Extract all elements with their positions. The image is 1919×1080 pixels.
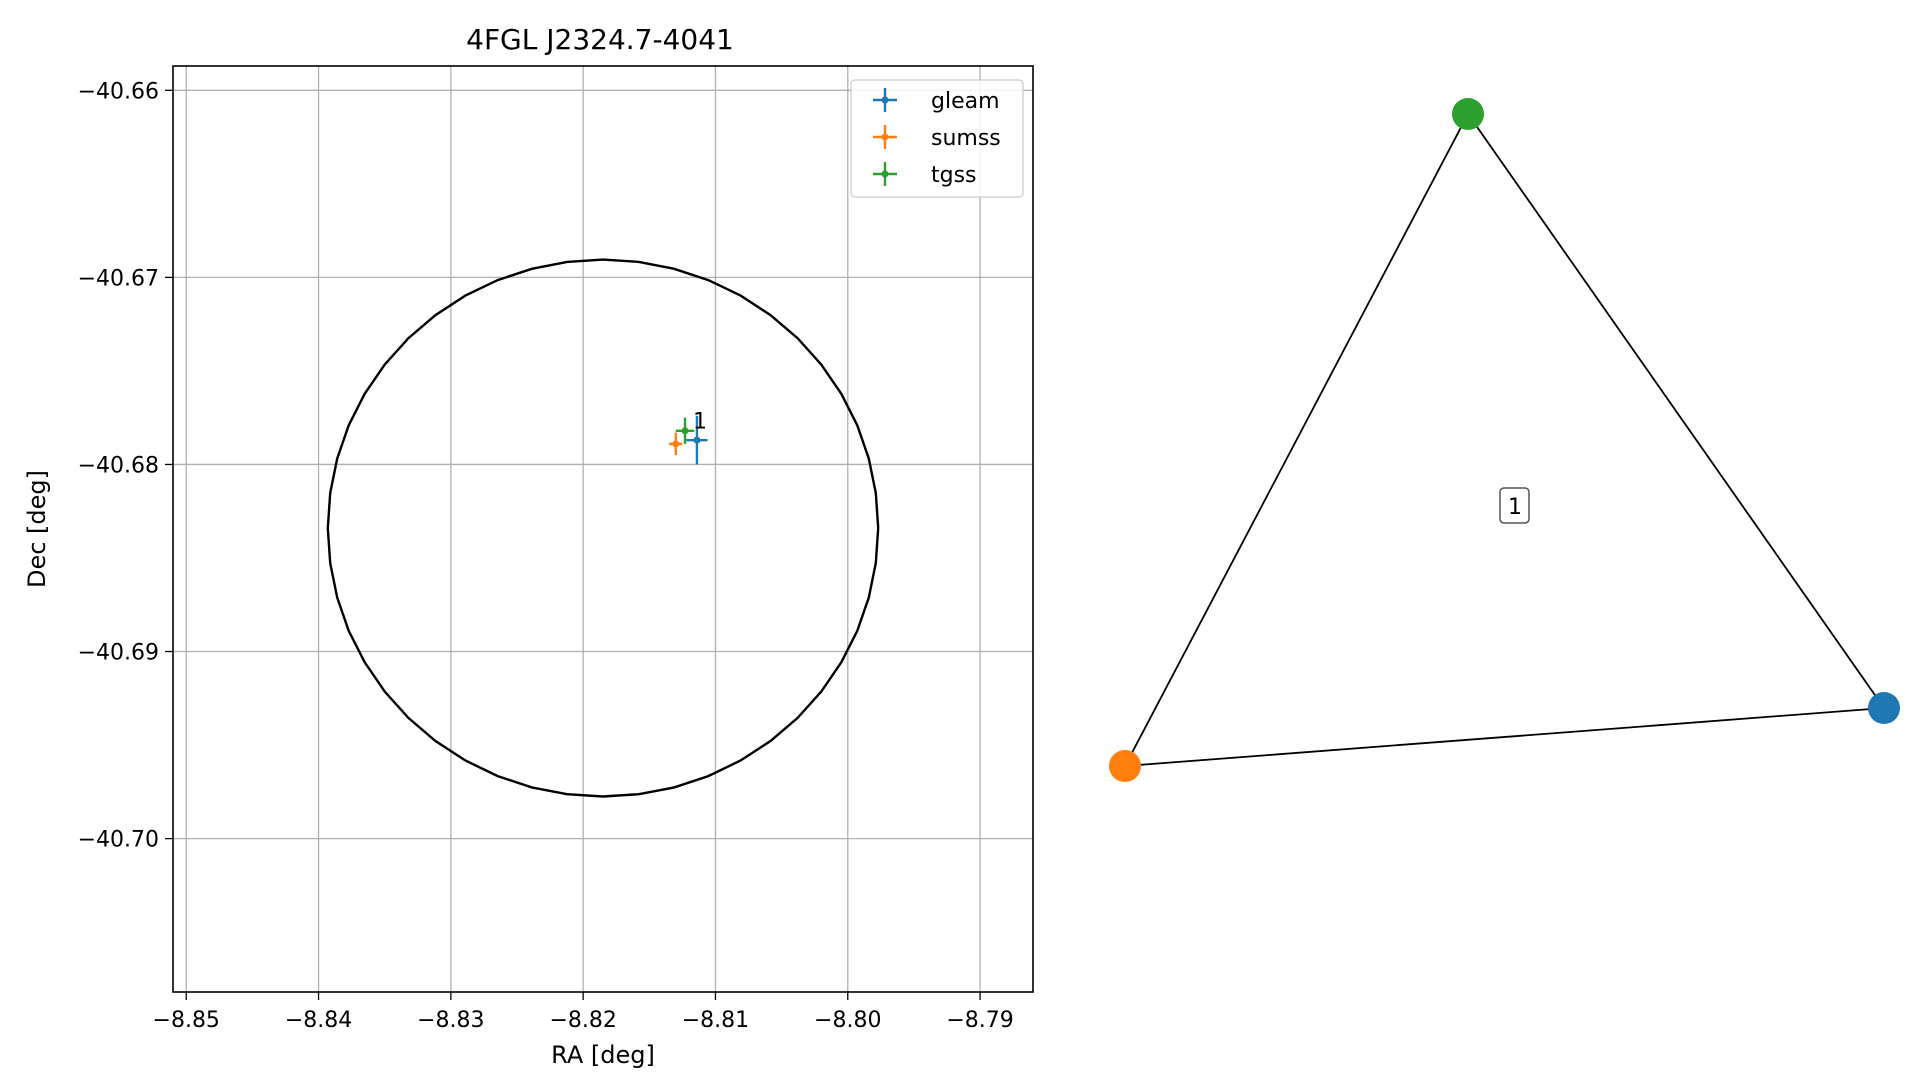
y-axis-label: Dec [deg]	[23, 470, 51, 588]
x-tick-label: −8.83	[417, 1008, 484, 1033]
legend-swatch-dot	[881, 96, 889, 104]
node-gleam	[1868, 692, 1900, 724]
x-tick-label: −8.80	[814, 1008, 881, 1033]
network-nodes	[1109, 98, 1900, 782]
legend-swatch-dot	[881, 133, 889, 141]
grid-lines	[173, 66, 1033, 992]
y-tick-label: −40.68	[78, 453, 159, 478]
source-annotation: 1	[693, 409, 707, 434]
position-ellipse	[326, 258, 880, 798]
chart-title: 4FGL J2324.7-4041	[466, 23, 734, 56]
legend-entry-sumss: sumss	[873, 125, 1001, 151]
point-tgss	[675, 417, 695, 444]
point-gleam	[686, 415, 708, 465]
network-label: 1	[1499, 487, 1530, 524]
data-points	[669, 415, 708, 465]
network-panel: 1	[1109, 98, 1900, 782]
axes-frame	[172, 65, 1034, 993]
network-edges	[1124, 113, 1885, 767]
network-label-text: 1	[1508, 495, 1522, 520]
y-tick-label: −40.67	[78, 266, 159, 291]
network-label-box	[1499, 487, 1530, 524]
legend-label: tgss	[931, 163, 977, 188]
point-sumss	[669, 432, 683, 456]
point-marker	[693, 436, 701, 444]
edge-sumss-tgss	[1124, 113, 1469, 767]
legend-entry-gleam: gleam	[873, 88, 1000, 114]
position-ellipse-layer	[326, 258, 880, 798]
x-tick-label: −8.82	[549, 1008, 616, 1033]
edge-gleam-sumss	[1124, 707, 1885, 767]
x-tick-label: −8.85	[153, 1008, 220, 1033]
legend-entry-tgss: tgss	[873, 162, 977, 188]
node-sumss	[1109, 750, 1141, 782]
x-tick-label: −8.79	[946, 1008, 1013, 1033]
x-axis-ticks: −8.85 −8.84 −8.83 −8.82 −8.81 −8.80 −8.79	[153, 992, 1014, 1033]
x-tick-label: −8.84	[285, 1008, 352, 1033]
y-tick-label: −40.70	[78, 828, 159, 853]
point-marker	[681, 427, 689, 435]
legend-label: sumss	[931, 126, 1001, 151]
legend-frame	[850, 79, 1024, 198]
y-tick-label: −40.69	[78, 641, 159, 666]
x-axis-label: RA [deg]	[551, 1041, 655, 1069]
y-axis-ticks: −40.66 −40.67 −40.68 −40.69 −40.70	[78, 79, 173, 853]
legend-label: gleam	[931, 89, 1000, 114]
node-tgss	[1452, 98, 1484, 130]
y-tick-label: −40.66	[78, 79, 159, 104]
point-marker	[672, 440, 680, 448]
legend-swatch-dot	[881, 170, 889, 178]
edge-tgss-gleam	[1467, 113, 1885, 709]
x-tick-label: −8.81	[682, 1008, 749, 1033]
scatter-panel: 4FGL J2324.7-4041 1 −8.85 −8.84 −8.83 −8.82…	[23, 23, 1034, 1069]
legend: gleam sumss tgss	[850, 79, 1024, 198]
